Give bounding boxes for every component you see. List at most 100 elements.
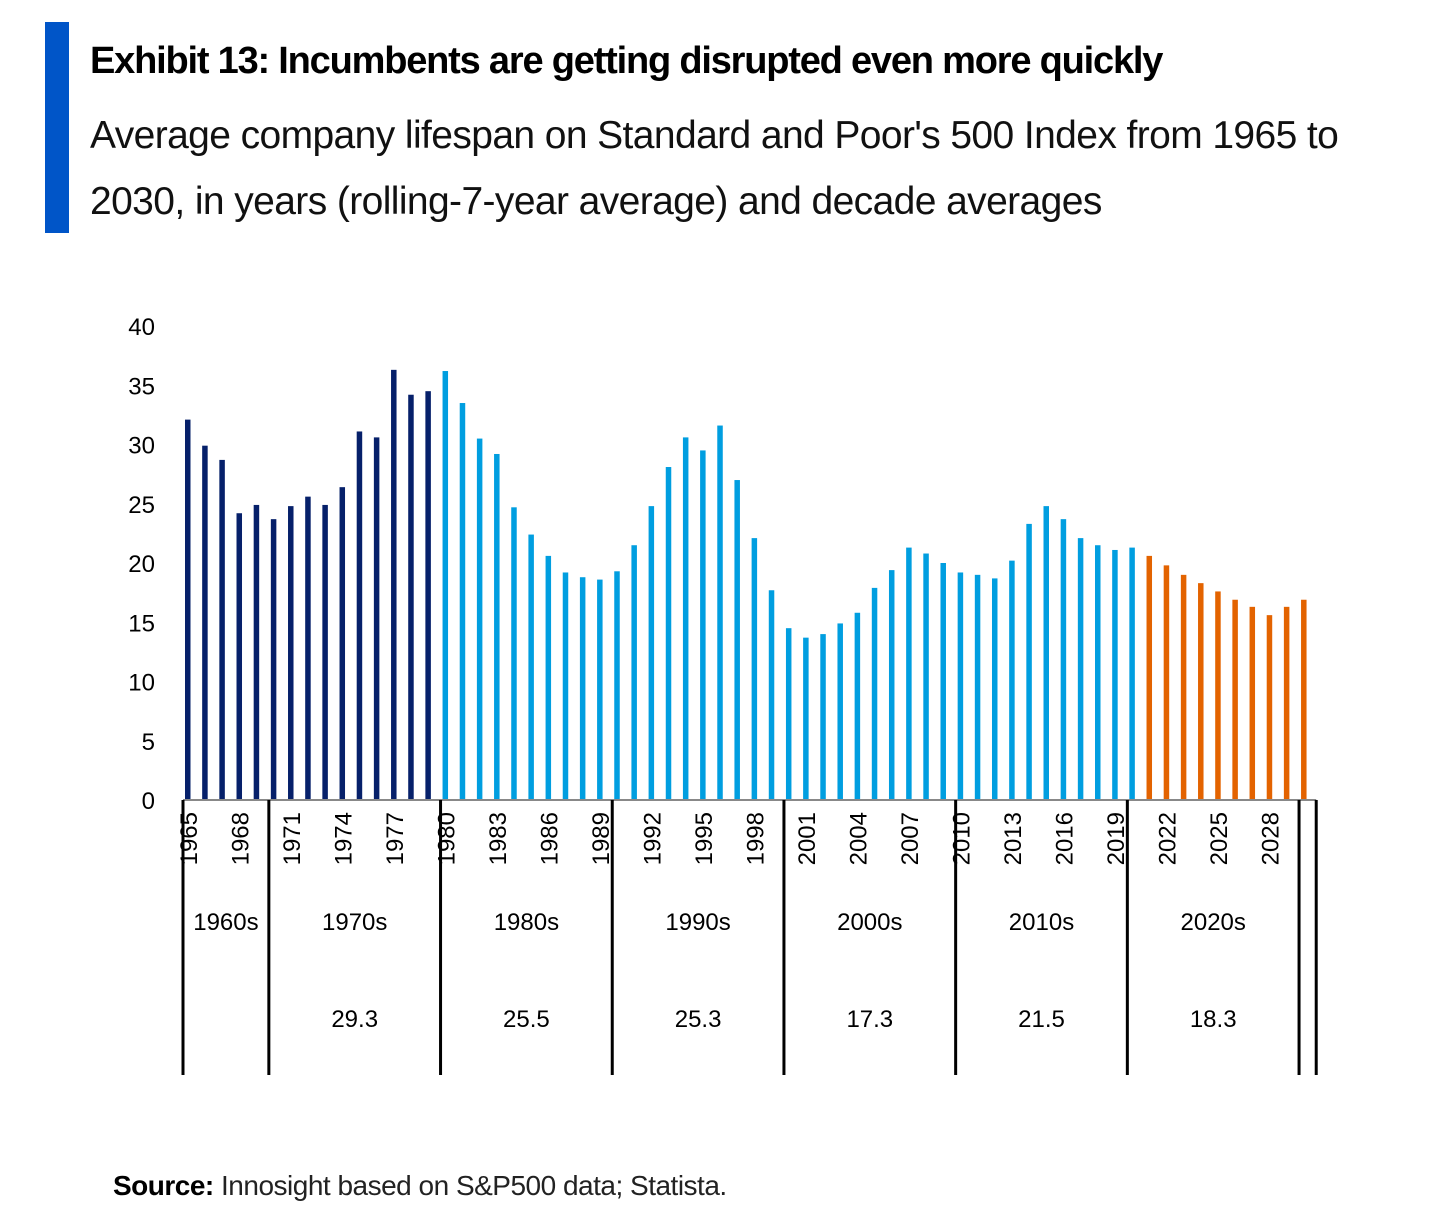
y-tick-label: 10 <box>128 670 155 697</box>
bar-2013 <box>1009 560 1015 800</box>
y-tick-label: 25 <box>128 492 155 519</box>
bar-1968 <box>236 513 243 800</box>
y-tick-label: 15 <box>128 610 155 637</box>
x-tick-label: 2004 <box>846 812 873 865</box>
x-tick-label: 1995 <box>691 812 718 865</box>
bar-1977 <box>391 369 397 800</box>
bar-2030 <box>1301 599 1307 800</box>
x-tick-label: 1989 <box>588 812 615 865</box>
x-tick-label: 1977 <box>382 812 409 865</box>
bar-2012 <box>991 578 998 800</box>
x-tick-label: 1968 <box>228 812 255 865</box>
bar-1992 <box>648 506 655 800</box>
bar-2009 <box>940 563 946 800</box>
bar-1994 <box>682 437 689 800</box>
decade-label: 2010s <box>1009 909 1074 936</box>
bar-1980 <box>442 371 449 800</box>
bar-1989 <box>597 579 603 800</box>
bar-1979 <box>425 391 431 800</box>
decade-average-label: 18.3 <box>1190 1006 1237 1033</box>
bar-1967 <box>219 459 225 800</box>
bar-2016 <box>1060 519 1067 800</box>
bar-1987 <box>562 572 569 800</box>
bar-1982 <box>476 438 483 800</box>
bar-2017 <box>1077 538 1084 800</box>
decade-label: 2020s <box>1181 909 1246 936</box>
decade-average-label: 21.5 <box>1018 1006 1065 1033</box>
decade-label: 2000s <box>837 909 902 936</box>
bar-1978 <box>408 394 414 800</box>
bar-2024 <box>1198 583 1204 800</box>
bar-1985 <box>528 534 534 800</box>
y-tick-label: 0 <box>142 788 155 815</box>
bar-1984 <box>511 507 517 800</box>
bar-1995 <box>700 450 706 800</box>
bar-2028 <box>1266 615 1273 800</box>
bar-1969 <box>253 504 260 800</box>
x-tick-label: 1983 <box>485 812 512 865</box>
bar-1991 <box>631 545 637 800</box>
bar-1988 <box>579 577 586 800</box>
bar-1983 <box>494 453 500 800</box>
x-tick-label: 2001 <box>794 812 821 865</box>
x-tick-label: 2013 <box>1000 812 1027 865</box>
decade-average-label: 25.5 <box>503 1006 550 1033</box>
x-tick-label: 1980 <box>434 812 461 865</box>
bar-1970 <box>270 519 277 800</box>
bar-2029 <box>1283 606 1290 800</box>
bar-2025 <box>1215 591 1221 800</box>
bar-1996 <box>717 425 723 800</box>
y-tick-label: 35 <box>128 373 155 400</box>
bar-2005 <box>871 587 878 800</box>
y-tick-label: 30 <box>128 433 155 460</box>
decade-label: 1980s <box>494 909 559 936</box>
bar-2008 <box>923 553 929 800</box>
decade-average-label: 17.3 <box>846 1006 893 1033</box>
bar-2011 <box>974 574 981 800</box>
bar-2026 <box>1232 599 1238 800</box>
y-tick-label: 20 <box>128 551 155 578</box>
bar-2014 <box>1026 523 1032 800</box>
bar-1972 <box>305 496 311 800</box>
decade-label: 1970s <box>322 909 387 936</box>
bar-1966 <box>202 445 208 800</box>
bar-2019 <box>1112 549 1118 800</box>
bar-1990 <box>614 571 620 800</box>
source-note: Source: Innosight based on S&P500 data; … <box>113 1170 727 1202</box>
bar-1974 <box>339 487 346 800</box>
bar-2001 <box>803 637 809 800</box>
y-tick-label: 40 <box>128 314 155 341</box>
x-tick-label: 1998 <box>743 812 770 865</box>
bar-1999 <box>768 590 775 800</box>
bar-2018 <box>1095 545 1101 800</box>
bar-2015 <box>1043 506 1049 800</box>
source-text: Innosight based on S&P500 data; Statista… <box>221 1170 727 1201</box>
bar-2023 <box>1180 574 1187 800</box>
x-tick-label: 1965 <box>176 812 203 865</box>
x-tick-label: 2007 <box>897 812 924 865</box>
bar-2006 <box>888 570 895 800</box>
x-tick-label: 1971 <box>279 812 306 865</box>
bar-1971 <box>288 506 294 800</box>
bar-2027 <box>1249 606 1256 800</box>
decade-average-label: 25.3 <box>675 1006 722 1033</box>
x-tick-label: 2010 <box>949 812 976 865</box>
x-tick-label: 1986 <box>537 812 564 865</box>
x-tick-label: 2028 <box>1258 812 1285 865</box>
bar-2003 <box>837 623 843 800</box>
source-label: Source: <box>113 1170 214 1201</box>
bar-1998 <box>751 538 758 800</box>
bar-1981 <box>459 403 466 800</box>
bar-1986 <box>545 555 552 800</box>
decade-label: 1960s <box>193 909 258 936</box>
bar-1973 <box>322 504 328 800</box>
title-accent-bar <box>45 22 69 233</box>
chart-subtitle: Average company lifespan on Standard and… <box>90 114 1339 223</box>
bar-2000 <box>785 628 792 800</box>
bar-2020 <box>1129 547 1135 800</box>
bar-1976 <box>373 437 380 800</box>
bar-1975 <box>356 431 363 800</box>
y-tick-label: 5 <box>142 729 155 756</box>
bar-2022 <box>1163 565 1170 800</box>
